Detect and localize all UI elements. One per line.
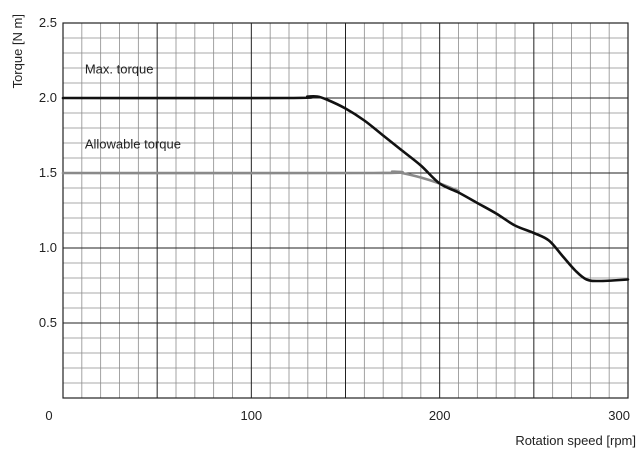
y-tick-label: 2.0 xyxy=(39,90,57,105)
y-axis-title: Torque [N m] xyxy=(10,14,25,88)
y-tick-label: 1.0 xyxy=(39,240,57,255)
annotation-label: Allowable torque xyxy=(85,137,181,152)
plot-frame xyxy=(62,22,629,399)
series-layer xyxy=(61,94,630,283)
x-axis-title: Rotation speed [rpm] xyxy=(515,433,636,448)
grid-major xyxy=(62,22,629,399)
x-tick-label: 200 xyxy=(429,408,451,423)
annotation-label: Max. torque xyxy=(85,62,154,77)
tick-labels: 0.5 1.0 1.5 2.0 2.5 0 100 200 300 xyxy=(39,15,630,423)
annotations: Max. torque Allowable torque xyxy=(85,62,181,152)
y-tick-label: 0.5 xyxy=(39,315,57,330)
x-tick-label: 100 xyxy=(240,408,262,423)
y-tick-label: 2.5 xyxy=(39,15,57,30)
y-tick-label: 1.5 xyxy=(39,165,57,180)
x-tick-label: 300 xyxy=(608,408,630,423)
x-tick-label: 0 xyxy=(45,408,52,423)
series-max-torque-line xyxy=(61,94,630,283)
